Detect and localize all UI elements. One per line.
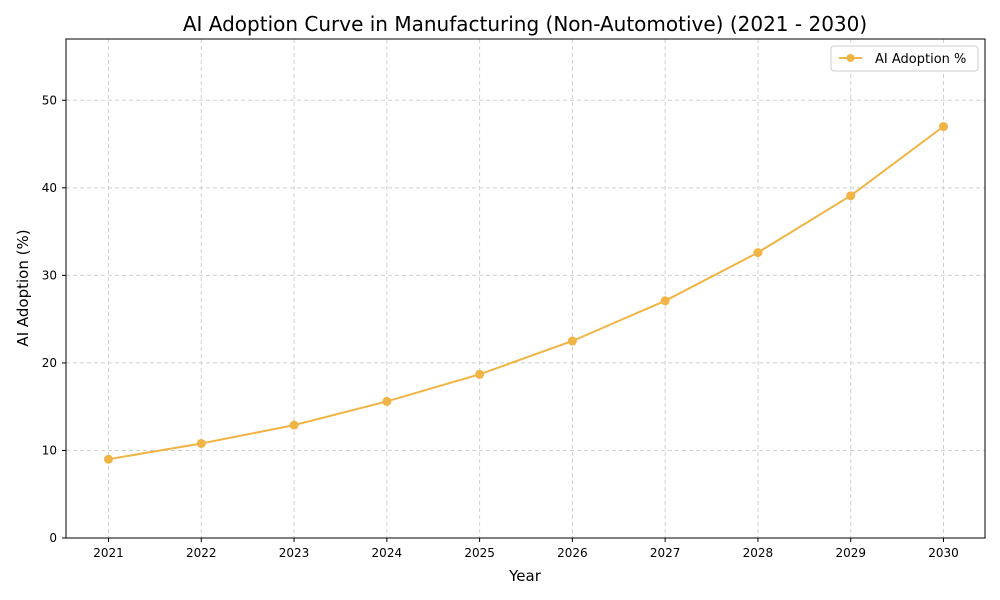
y-tick-label: 50 (42, 93, 57, 107)
data-point (289, 420, 299, 430)
x-tick-label: 2024 (372, 546, 403, 560)
data-point (567, 336, 577, 346)
x-tick-label: 2028 (743, 546, 774, 560)
x-tick-label: 2025 (464, 546, 495, 560)
data-point (846, 191, 856, 201)
legend: AI Adoption % (830, 45, 979, 72)
data-point (939, 122, 948, 132)
x-tick-label: 2030 (928, 546, 959, 560)
y-tick-label: 30 (42, 268, 57, 282)
data-point (753, 248, 763, 258)
series-layer (104, 122, 948, 464)
y-tick-label: 10 (42, 443, 57, 457)
plot-frame (65, 38, 986, 539)
x-tick-label: 2026 (557, 546, 588, 560)
data-point (475, 369, 485, 379)
y-tick-label: 0 (49, 531, 57, 545)
x-tick-label: 2022 (186, 546, 217, 560)
legend-box (830, 45, 979, 72)
x-axis: 2021 2022 2023 2024 2025 2026 2027 2028 2029 2030 (93, 538, 959, 560)
grid (66, 39, 985, 539)
y-tick-label: 20 (42, 356, 57, 370)
x-axis-label: Year (508, 567, 542, 585)
x-tick-label: 2021 (93, 546, 124, 560)
legend-marker (846, 54, 855, 62)
data-point (104, 454, 113, 464)
y-axis-label: AI Adoption (%) (14, 229, 32, 346)
series-line (108, 125, 945, 461)
x-tick-label: 2027 (650, 546, 681, 560)
legend-label: AI Adoption % (875, 52, 966, 67)
data-point (196, 438, 206, 448)
x-tick-label: 2023 (279, 546, 310, 560)
data-point (382, 396, 392, 406)
y-axis: 0 10 20 30 40 50 (42, 93, 66, 545)
x-tick-label: 2029 (835, 546, 866, 560)
data-point (660, 296, 670, 306)
chart-title: AI Adoption Curve in Manufacturing (Non-… (183, 12, 867, 36)
y-tick-label: 40 (42, 181, 57, 195)
